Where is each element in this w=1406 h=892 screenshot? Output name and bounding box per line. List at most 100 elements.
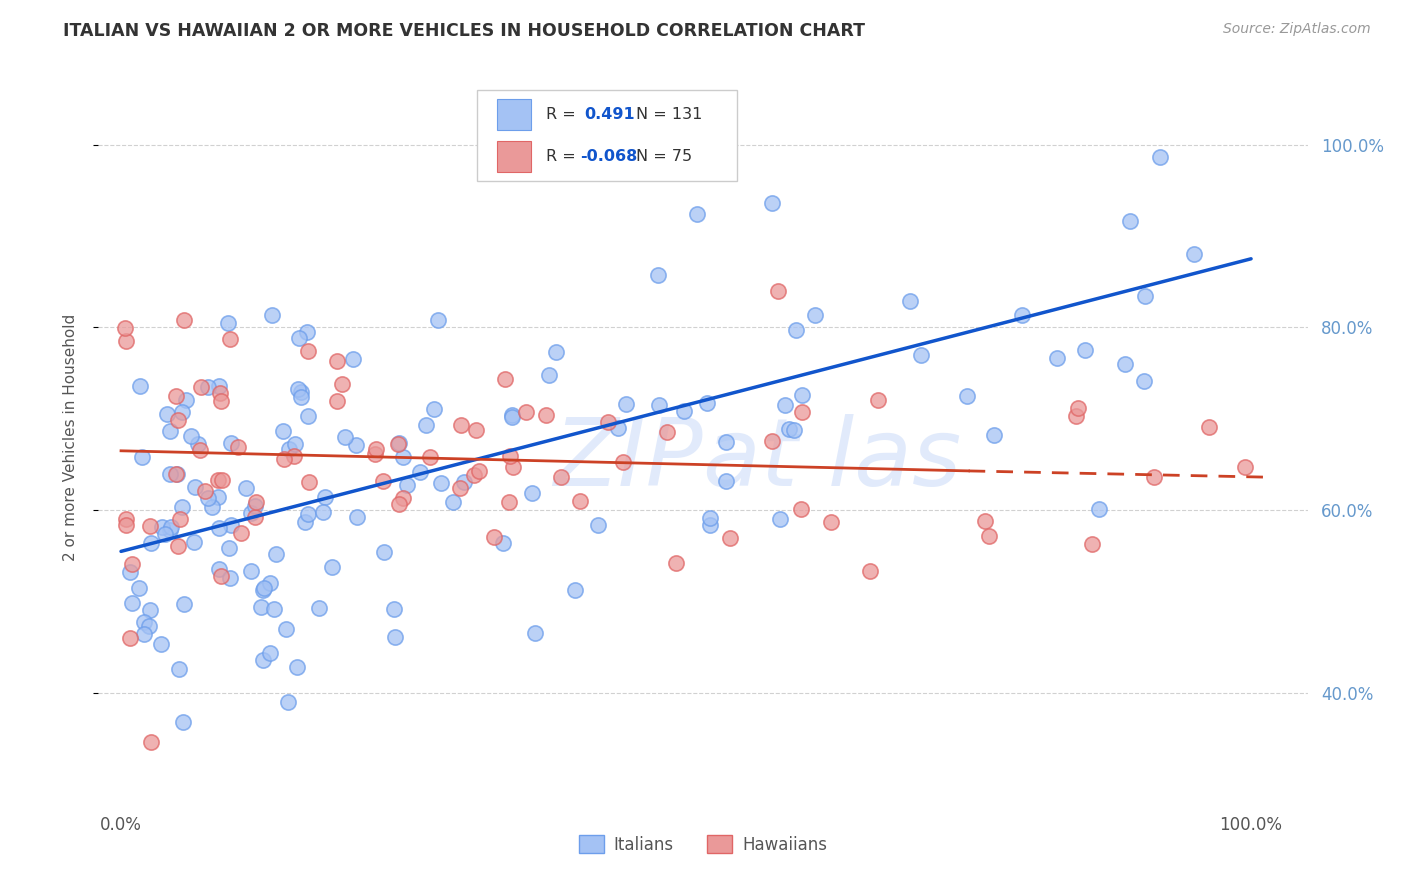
- Point: [501, 409, 523, 424]
- Point: [492, 535, 515, 549]
- Point: [371, 474, 394, 488]
- Point: [290, 384, 312, 399]
- Point: [910, 347, 932, 361]
- Point: [173, 598, 195, 612]
- Point: [699, 511, 721, 525]
- Point: [1081, 537, 1104, 551]
- Point: [364, 447, 387, 461]
- Point: [977, 529, 1000, 543]
- Point: [115, 517, 138, 532]
- Point: [392, 491, 415, 506]
- Point: [209, 393, 232, 408]
- Point: [453, 475, 475, 490]
- Point: [240, 507, 263, 521]
- Text: at las: at las: [703, 414, 962, 505]
- Point: [501, 408, 523, 422]
- Point: [330, 376, 353, 391]
- Point: [720, 531, 742, 545]
- Point: [132, 615, 155, 630]
- Point: [218, 571, 240, 585]
- Point: [211, 473, 233, 487]
- Point: [252, 583, 274, 598]
- Point: [166, 467, 188, 481]
- Point: [276, 622, 298, 636]
- Point: [1088, 501, 1111, 516]
- Point: [208, 562, 231, 576]
- Point: [120, 631, 142, 645]
- Point: [467, 464, 489, 478]
- Text: Source: ZipAtlas.com: Source: ZipAtlas.com: [1223, 22, 1371, 37]
- Point: [522, 486, 544, 500]
- Point: [297, 325, 319, 339]
- Point: [120, 565, 142, 579]
- Point: [1234, 460, 1257, 475]
- Point: [1046, 351, 1069, 365]
- Point: [208, 385, 231, 400]
- Point: [586, 517, 609, 532]
- Point: [537, 368, 560, 382]
- Point: [568, 494, 591, 508]
- Point: [218, 332, 240, 346]
- Bar: [498, 141, 531, 172]
- Point: [761, 196, 783, 211]
- Point: [173, 312, 195, 326]
- Point: [288, 331, 311, 345]
- Point: [665, 556, 688, 570]
- Point: [169, 512, 191, 526]
- Point: [245, 510, 267, 524]
- Point: [150, 520, 173, 534]
- Point: [785, 322, 807, 336]
- Point: [218, 541, 240, 555]
- Point: [498, 494, 520, 508]
- Point: [263, 602, 285, 616]
- Point: [201, 500, 224, 515]
- Point: [498, 449, 520, 463]
- Text: ZIP: ZIP: [554, 414, 703, 505]
- Text: R =: R =: [546, 107, 586, 122]
- Point: [449, 481, 471, 495]
- Point: [1011, 308, 1033, 322]
- Point: [1119, 214, 1142, 228]
- Point: [197, 491, 219, 506]
- Text: 0.491: 0.491: [585, 107, 636, 122]
- Point: [768, 512, 790, 526]
- Point: [1133, 289, 1156, 303]
- Point: [515, 404, 537, 418]
- Point: [321, 560, 343, 574]
- Point: [1198, 419, 1220, 434]
- Point: [614, 397, 637, 411]
- Point: [159, 523, 181, 537]
- Point: [790, 501, 813, 516]
- Point: [388, 435, 411, 450]
- Point: [253, 582, 276, 596]
- Point: [612, 455, 634, 469]
- Point: [409, 465, 432, 479]
- Point: [1133, 374, 1156, 388]
- Point: [170, 405, 193, 419]
- Point: [219, 436, 242, 450]
- Point: [172, 714, 194, 729]
- Point: [775, 398, 797, 412]
- Point: [174, 392, 197, 407]
- Point: [534, 408, 557, 422]
- Point: [121, 596, 143, 610]
- Point: [150, 637, 173, 651]
- Point: [898, 294, 921, 309]
- Point: [382, 602, 405, 616]
- Point: [252, 653, 274, 667]
- Y-axis label: 2 or more Vehicles in Household: 2 or more Vehicles in Household: [63, 313, 77, 561]
- Point: [139, 518, 162, 533]
- Point: [217, 317, 239, 331]
- Point: [544, 344, 567, 359]
- Point: [297, 507, 319, 521]
- Point: [1067, 401, 1090, 415]
- Bar: [498, 99, 531, 129]
- Point: [160, 520, 183, 534]
- Point: [672, 403, 695, 417]
- Point: [790, 388, 813, 402]
- Point: [714, 434, 737, 449]
- Point: [180, 429, 202, 443]
- Point: [696, 395, 718, 409]
- Point: [197, 380, 219, 394]
- Point: [284, 436, 307, 450]
